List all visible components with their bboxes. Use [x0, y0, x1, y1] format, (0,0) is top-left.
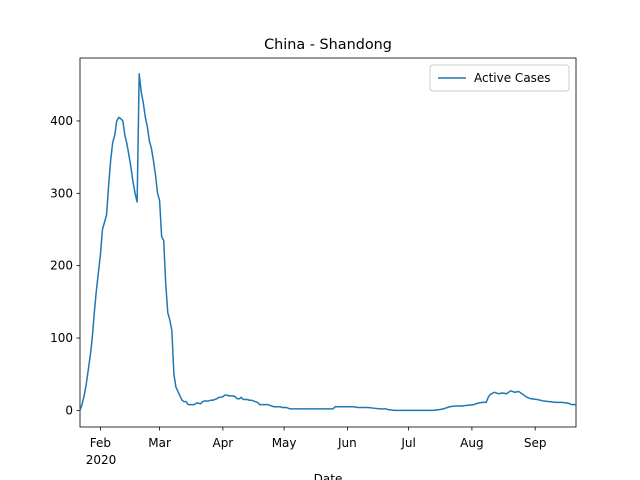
plot-frame [79, 57, 577, 428]
x-tick-label: Feb [90, 436, 111, 450]
x-tick-label: Sep [524, 436, 547, 450]
x-tick-label: Aug [460, 436, 483, 450]
x-axis-label: Date [314, 472, 343, 480]
y-tick-label: 100 [50, 331, 73, 345]
x-tick-label: Jun [337, 436, 357, 450]
legend-box [429, 64, 570, 92]
y-tick-label: 0 [65, 403, 73, 417]
data-line [79, 73, 576, 412]
y-tick-label: 300 [50, 186, 73, 200]
x-tick-label: May [272, 436, 297, 450]
chart-title: China - Shandong [264, 37, 392, 53]
x-tick-label: Mar [148, 436, 171, 450]
y-tick-label: 400 [50, 114, 73, 128]
x-tick-label: Apr [212, 436, 233, 450]
legend-label: Active Cases [474, 71, 551, 85]
y-tick-label: 200 [50, 259, 73, 273]
x-year-label: 2020 [86, 453, 117, 467]
x-tick-label: Jul [400, 436, 415, 450]
